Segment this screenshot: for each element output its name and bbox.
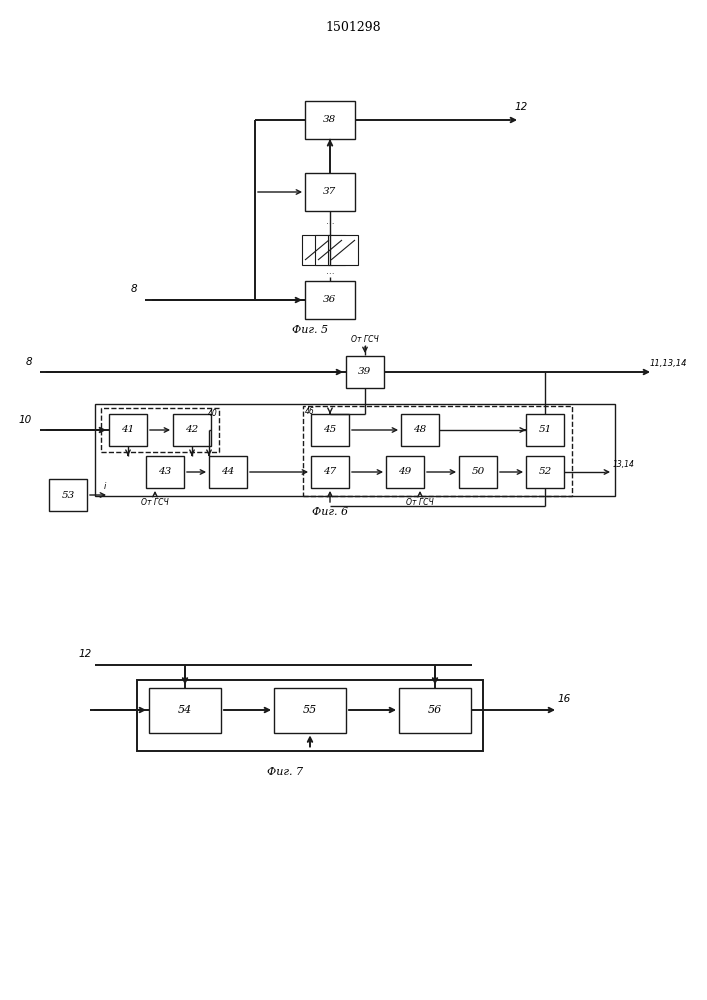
Bar	[303, 406, 572, 496]
Text: 54: 54	[178, 705, 192, 715]
Text: 8: 8	[130, 284, 137, 294]
Text: Фиг. 6: Фиг. 6	[312, 507, 348, 517]
Text: 13,14: 13,14	[613, 460, 635, 469]
Bar	[49, 479, 87, 511]
Bar	[305, 281, 355, 319]
Text: ...: ...	[326, 218, 334, 227]
Text: 38: 38	[323, 115, 337, 124]
Bar	[315, 235, 345, 265]
Text: 44: 44	[221, 468, 235, 477]
Text: 55: 55	[303, 705, 317, 715]
Text: От ГСЧ: От ГСЧ	[141, 498, 169, 507]
Text: 12: 12	[515, 102, 528, 112]
Bar	[526, 414, 564, 446]
Text: 41: 41	[122, 426, 134, 434]
Text: 43: 43	[158, 468, 172, 477]
Text: 39: 39	[358, 367, 372, 376]
Text: 12: 12	[78, 649, 92, 659]
Bar	[209, 456, 247, 488]
Bar	[401, 414, 439, 446]
Bar	[526, 456, 564, 488]
Bar	[302, 235, 332, 265]
Text: 40: 40	[209, 409, 218, 418]
Bar	[149, 688, 221, 732]
Text: 42: 42	[185, 426, 199, 434]
Text: 50: 50	[472, 468, 484, 477]
Text: 37: 37	[323, 188, 337, 196]
Text: 49: 49	[398, 468, 411, 477]
Bar	[101, 408, 219, 452]
Text: 51: 51	[538, 426, 551, 434]
Text: От ГСЧ: От ГСЧ	[351, 335, 379, 344]
Text: 1501298: 1501298	[325, 21, 381, 34]
Text: i: i	[104, 482, 106, 491]
Bar	[305, 173, 355, 211]
Text: ...: ...	[326, 267, 334, 276]
Bar	[386, 456, 424, 488]
Bar	[311, 414, 349, 446]
Bar	[346, 356, 384, 388]
Text: 11,13,14: 11,13,14	[650, 359, 687, 368]
Bar	[95, 404, 615, 496]
Bar	[146, 456, 184, 488]
Text: Фиг. 5: Фиг. 5	[292, 325, 328, 335]
Text: 52: 52	[538, 468, 551, 477]
Text: От ГСЧ: От ГСЧ	[406, 498, 434, 507]
Text: 47: 47	[323, 468, 337, 477]
Text: 48: 48	[414, 426, 426, 434]
Text: 36: 36	[323, 296, 337, 304]
Text: 8: 8	[25, 357, 32, 367]
Text: 56: 56	[428, 705, 442, 715]
Bar	[399, 688, 471, 732]
Bar	[311, 456, 349, 488]
Bar	[274, 688, 346, 732]
Bar	[109, 414, 147, 446]
Bar	[305, 101, 355, 139]
Text: Фиг. 7: Фиг. 7	[267, 767, 303, 777]
Text: 16: 16	[558, 694, 571, 704]
Text: 46: 46	[305, 407, 315, 416]
Text: 53: 53	[62, 490, 75, 499]
Bar	[328, 235, 358, 265]
Bar	[173, 414, 211, 446]
Text: 10: 10	[19, 415, 32, 425]
Text: 45: 45	[323, 426, 337, 434]
Bar	[459, 456, 497, 488]
Bar	[137, 680, 483, 750]
